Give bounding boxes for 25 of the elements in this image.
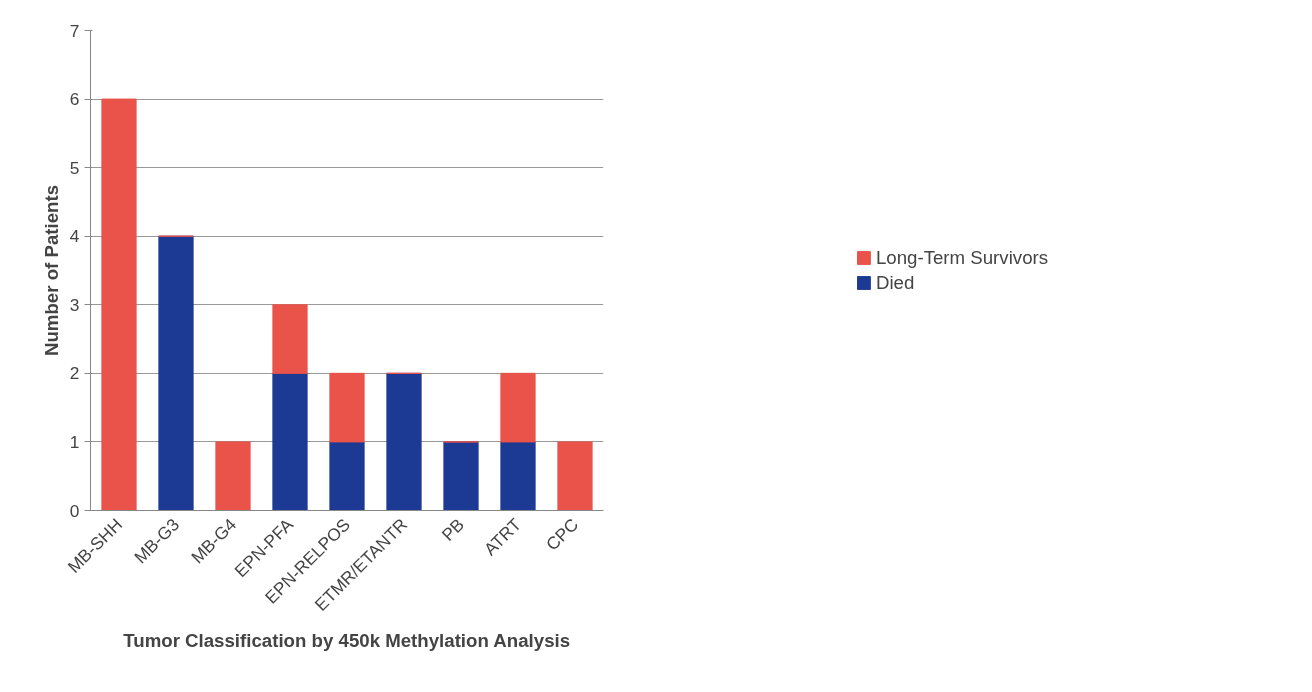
- y-axis-title: Number of Patients: [40, 184, 62, 357]
- y-tick-label: 6: [69, 89, 80, 110]
- bar: [500, 372, 536, 443]
- bar: [101, 98, 137, 511]
- y-tick-label: 3: [69, 294, 80, 315]
- y-tick-label: 5: [69, 157, 80, 178]
- x-axis-title: Tumor Classification by 450k Methylation Analysis: [123, 629, 571, 651]
- bar: [272, 372, 308, 511]
- bar: [386, 372, 422, 511]
- bar: [443, 441, 479, 511]
- bar: [329, 441, 365, 511]
- bar: [557, 441, 593, 511]
- x-tick-label: PB: [437, 514, 469, 545]
- legend-label: Died: [875, 271, 915, 294]
- bar: [272, 304, 308, 374]
- legend-label: Long-Term Survivors: [875, 246, 1049, 269]
- y-tick-label: 2: [69, 363, 80, 384]
- bar: [500, 441, 536, 511]
- bar: [215, 441, 251, 511]
- y-tick-label: 7: [69, 20, 80, 41]
- y-tick-label: 1: [69, 431, 80, 452]
- y-tick-label: 4: [69, 226, 80, 247]
- bar: [329, 372, 365, 443]
- y-tick-label: 0: [69, 500, 80, 521]
- bar: [158, 235, 194, 511]
